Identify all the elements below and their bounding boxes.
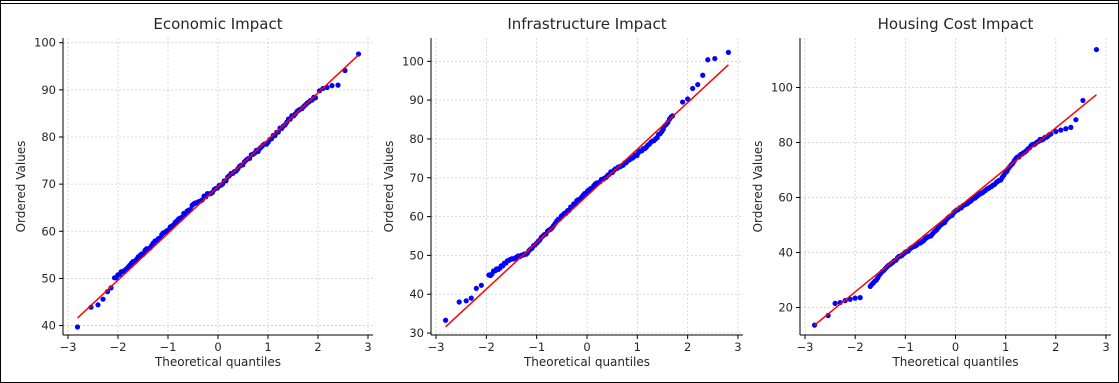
x-tick-label: −3	[428, 340, 445, 354]
x-tick-label: 0	[214, 340, 221, 354]
y-tick-label: 40	[41, 319, 56, 333]
reference-fit-line	[76, 54, 360, 319]
qq-point	[463, 298, 469, 304]
qq-point	[680, 99, 686, 105]
x-tick-label: −2	[110, 340, 127, 354]
chart-title: Economic Impact	[153, 15, 282, 33]
y-tick-label: 40	[409, 287, 424, 301]
x-tick-label: 3	[734, 340, 741, 354]
y-tick-label: 100	[402, 54, 424, 68]
qq-point	[705, 57, 711, 63]
qq-point	[1073, 117, 1079, 123]
qq-plot-panel-3: −3 −2 −1 0 1 2 3 20 40 60 80 100 Housing Cost Impact…	[751, 15, 1111, 369]
y-tick-label: 60	[41, 224, 56, 238]
x-tick-label: −2	[847, 340, 864, 354]
qq-point	[74, 324, 81, 330]
x-tick-label: 2	[684, 340, 691, 354]
y-axis-label: Ordered Values	[14, 141, 28, 233]
x-tick-label: 2	[1052, 340, 1059, 354]
y-tick-label: 80	[778, 136, 793, 150]
y-tick-label: 70	[409, 171, 424, 185]
y-axis-label: Ordered Values	[751, 141, 765, 233]
x-tick-label: 1	[1002, 340, 1009, 354]
x-tick-label: −1	[160, 340, 177, 354]
qq-point	[1068, 124, 1074, 130]
x-tick-label: −1	[897, 340, 914, 354]
x-tick-label: 0	[583, 340, 590, 354]
y-tick-label: 100	[34, 36, 56, 50]
qq-point	[1080, 97, 1086, 104]
x-tick-label: 2	[314, 340, 321, 354]
qq-point	[685, 96, 691, 102]
qq-point	[442, 317, 449, 323]
x-tick-label: 1	[634, 340, 641, 354]
y-tick-label: 60	[778, 191, 793, 205]
qq-point	[832, 300, 838, 306]
x-tick-label: −3	[60, 340, 77, 354]
x-tick-label: −3	[797, 340, 814, 354]
qq-point	[468, 295, 474, 301]
qq-point	[95, 302, 101, 308]
qq-point	[712, 55, 718, 62]
qq-point	[690, 85, 696, 92]
y-tick-label: 20	[778, 301, 793, 315]
qq-point	[473, 285, 479, 292]
qq-point	[329, 83, 335, 89]
reference-fit-line	[814, 94, 1097, 326]
qq-point	[725, 49, 732, 55]
x-axis-label: Theoretical quantiles	[523, 355, 650, 369]
qq-point	[695, 81, 701, 88]
x-tick-label: 1	[264, 340, 271, 354]
x-tick-label: 3	[364, 340, 371, 354]
y-tick-label: 50	[409, 248, 424, 262]
qq-point	[1058, 127, 1064, 133]
figure-top-rule	[0, 3, 1119, 4]
y-axis-label: Ordered Values	[382, 141, 396, 233]
y-tick-label: 30	[409, 326, 424, 340]
qq-point	[478, 282, 484, 288]
qq-point	[857, 295, 863, 301]
x-tick-label: 0	[952, 340, 959, 354]
qq-point	[335, 82, 341, 88]
reference-fit-line	[445, 64, 729, 328]
y-tick-label: 70	[41, 177, 56, 191]
qq-point	[100, 296, 106, 302]
x-tick-label: −1	[528, 340, 545, 354]
chart-title: Housing Cost Impact	[878, 15, 1034, 33]
y-tick-label: 80	[41, 130, 56, 144]
qq-point	[1063, 126, 1069, 132]
x-axis-label: Theoretical quantiles	[154, 355, 281, 369]
x-tick-label: 3	[1102, 340, 1109, 354]
y-tick-label: 60	[409, 210, 424, 224]
y-tick-label: 80	[409, 132, 424, 146]
qq-point	[852, 295, 858, 301]
x-axis-label: Theoretical quantiles	[891, 355, 1018, 369]
qq-point	[108, 285, 114, 291]
qq-plot-panel-2: −3 −2 −1 0 1 2 3 30 40 50 60 70 80 90 100 Infrastructur…	[382, 15, 743, 369]
y-tick-label: 90	[41, 83, 56, 97]
qq-plot-panel-1: −3 −2 −1 0 1 2 3 40 50 60 70 80 90 100 Economic Impact…	[14, 15, 373, 369]
x-tick-label: −2	[478, 340, 495, 354]
qq-point	[1053, 128, 1059, 135]
y-tick-label: 90	[409, 93, 424, 107]
y-tick-label: 50	[41, 271, 56, 285]
qq-point	[1093, 46, 1100, 53]
qq-point	[456, 299, 462, 305]
y-tick-label: 40	[778, 246, 793, 260]
y-tick-label: 100	[771, 81, 793, 95]
qq-point	[700, 72, 706, 78]
chart-title: Infrastructure Impact	[507, 15, 666, 33]
